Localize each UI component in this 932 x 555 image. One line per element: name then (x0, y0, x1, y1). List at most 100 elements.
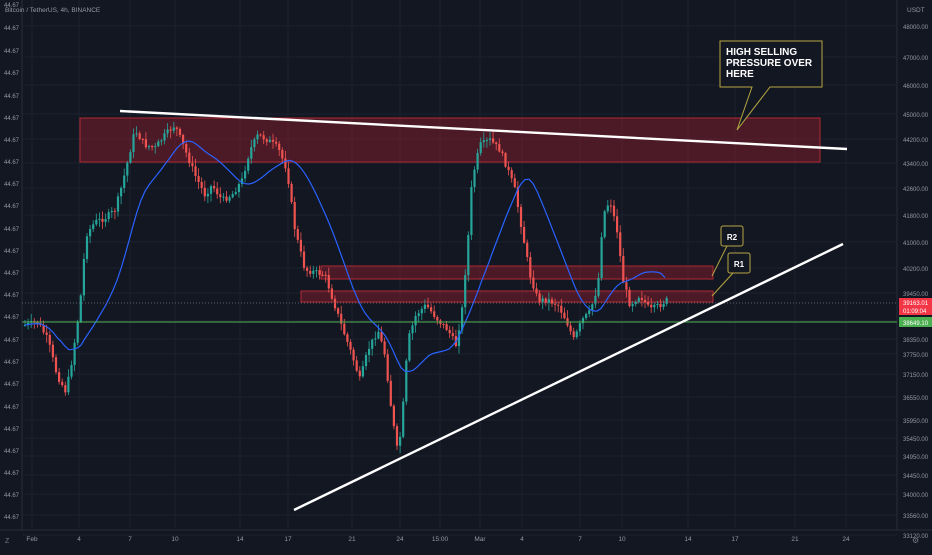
candle-body (569, 325, 572, 332)
candle-body (337, 308, 340, 314)
candle-body (501, 151, 504, 154)
candle-body (597, 278, 600, 296)
candle-body (312, 270, 315, 274)
candle-body (634, 301, 637, 305)
candle-body (588, 310, 591, 314)
candle-body (58, 372, 61, 382)
ascending-trendline[interactable] (293, 242, 844, 512)
candle-body (572, 331, 575, 338)
candle-body (73, 342, 76, 365)
candle-body (482, 140, 485, 143)
candle-body (188, 152, 191, 164)
candle-body (79, 295, 82, 322)
candle-body (417, 313, 420, 317)
callout-high-selling-pressure[interactable]: HIGH SELLING PRESSURE OVER HERE (719, 40, 823, 131)
candle-body (27, 322, 30, 325)
descending-trendline[interactable] (119, 109, 848, 151)
time-tick-label: 7 (578, 536, 582, 543)
candles (23, 122, 668, 454)
candle-body (625, 282, 628, 290)
candle-body (309, 270, 312, 274)
candle-body (594, 295, 597, 305)
candle-body (182, 134, 185, 145)
candle-body (172, 127, 175, 131)
candle-body (591, 304, 594, 311)
candle-body (129, 152, 132, 163)
candle-body (461, 307, 464, 331)
zoom-reset-icon[interactable]: Z (5, 538, 10, 545)
time-tick-label: 21 (348, 536, 356, 543)
candle-body (23, 324, 27, 326)
price-tick-label: 35950.00 (903, 419, 929, 425)
candle-body (631, 304, 634, 307)
r2-label: R2 (727, 233, 738, 242)
candle-body (402, 401, 405, 437)
resistance-zones (79, 117, 821, 303)
candle-body (445, 324, 448, 330)
time-tick-label: 15:00 (432, 536, 449, 543)
price-tick-label: 36550.00 (903, 396, 929, 402)
candle-body (640, 297, 643, 300)
candle-body (160, 140, 163, 142)
candle-body (622, 256, 625, 283)
candle-body (327, 275, 330, 289)
r2-label-group[interactable]: R2 (711, 225, 744, 277)
candle-body (612, 205, 616, 217)
price-tick-label: 45000.00 (903, 113, 929, 119)
candle-body (405, 360, 408, 402)
time-tick-label: 21 (791, 536, 799, 543)
candle-body (352, 349, 355, 361)
left-scale-label: 44.67 (4, 405, 20, 411)
r1-zone (300, 290, 714, 303)
left-price-scale[interactable]: 44.67 44.67 44.67 44.67 44.67 44.67 44.67 44.67… (4, 3, 20, 521)
candle-body (116, 196, 120, 212)
candle-body (64, 385, 67, 393)
time-tick-label: 14 (236, 536, 244, 543)
candle-body (299, 239, 302, 252)
candle-body (144, 139, 147, 148)
candle-body (467, 234, 470, 276)
time-tick-label: 24 (396, 536, 404, 543)
candle-body (433, 311, 436, 317)
left-scale-label: 44.67 (4, 315, 20, 321)
candle-body (191, 163, 194, 167)
candle-body (54, 357, 58, 373)
candle-body (538, 293, 541, 302)
left-scale-label: 44.67 (4, 182, 20, 188)
candle-body (665, 297, 668, 305)
candle-body (197, 175, 200, 182)
candle-body (120, 187, 123, 197)
r1-label-group[interactable]: R1 (711, 252, 751, 297)
candle-body (123, 175, 126, 188)
settings-gear-icon[interactable]: ⚙ (912, 536, 919, 545)
candle-body (485, 140, 488, 142)
candle-body (578, 323, 581, 332)
candle-body (647, 302, 650, 305)
left-scale-label: 44.67 (4, 3, 20, 9)
candle-body (581, 318, 585, 324)
candle-body (380, 331, 383, 342)
candle-body (95, 219, 98, 225)
currency-label[interactable]: USDT (907, 7, 925, 14)
time-axis[interactable]: Feb 4 7 10 14 17 21 24 15:00 Mar 4 7 10 14 17 21 24 (26, 536, 850, 543)
candle-body (448, 329, 451, 334)
candle-body (284, 158, 287, 169)
last-price-value: 39163.01 (903, 301, 929, 307)
candle-body (259, 134, 262, 136)
candle-body (519, 206, 523, 227)
price-tick-label: 34000.00 (903, 493, 929, 499)
left-scale-label: 44.67 (4, 471, 20, 477)
candle-body (278, 143, 281, 151)
candle-body (495, 142, 498, 145)
candle-body (206, 193, 209, 197)
time-tick-label: 4 (520, 536, 524, 543)
countdown-value: 01:09:04 (903, 309, 927, 315)
candle-body (166, 129, 169, 134)
candle-body (492, 138, 495, 143)
symbol-title[interactable]: Bitcoin / TetherUS, 4h, BINANCE (5, 7, 101, 14)
candle-body (281, 150, 284, 159)
candle-body (662, 304, 665, 308)
candle-body (575, 331, 578, 338)
candle-body (213, 186, 216, 189)
